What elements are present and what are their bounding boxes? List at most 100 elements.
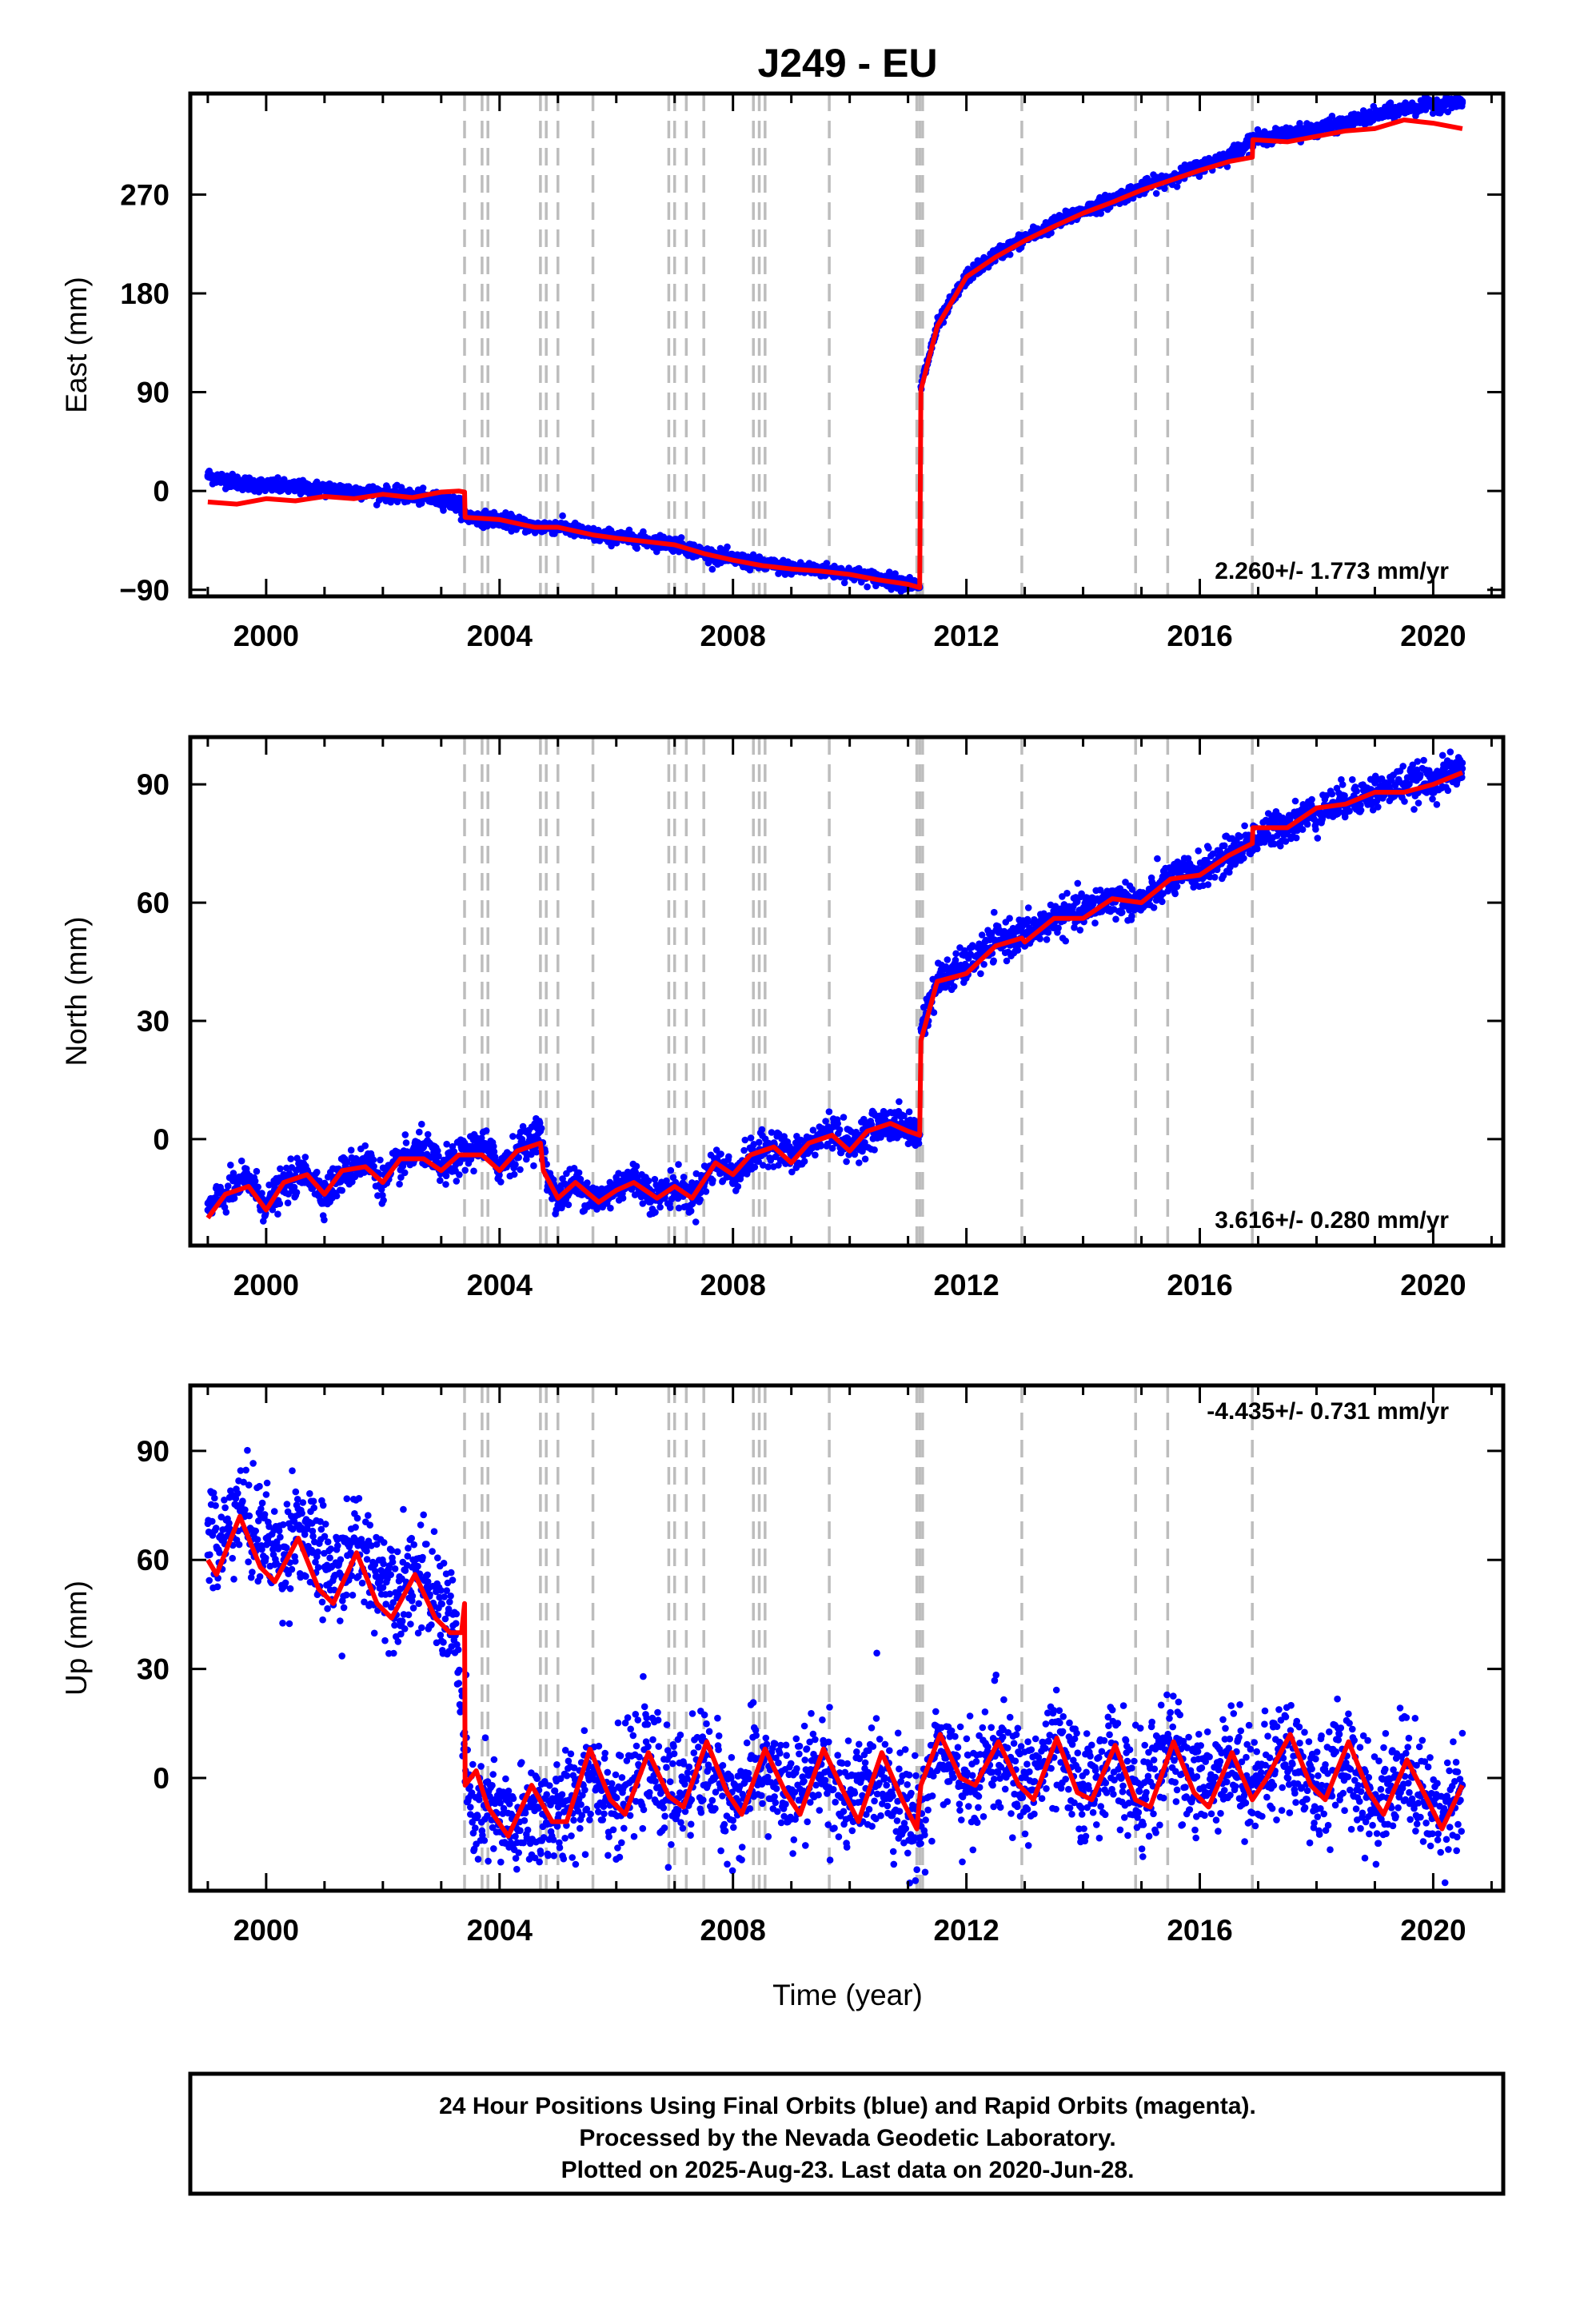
east-point bbox=[1153, 190, 1160, 197]
north-point bbox=[418, 1121, 425, 1128]
east-point bbox=[440, 507, 447, 514]
east-point bbox=[864, 584, 871, 591]
north-point bbox=[1128, 913, 1135, 920]
north-point bbox=[607, 1205, 614, 1212]
north-point bbox=[377, 1157, 384, 1164]
north-point bbox=[576, 1170, 583, 1177]
north-point bbox=[1119, 909, 1126, 916]
north-point bbox=[277, 1166, 284, 1173]
north-point bbox=[667, 1204, 674, 1211]
north-point bbox=[1024, 916, 1031, 923]
north-point bbox=[348, 1146, 355, 1154]
north-point bbox=[287, 1155, 294, 1162]
east-y-tick-label: −90 bbox=[119, 574, 170, 607]
north-point bbox=[692, 1218, 700, 1226]
north-point bbox=[688, 1208, 695, 1215]
north-point bbox=[1043, 936, 1051, 943]
north-point bbox=[1063, 890, 1071, 897]
north-data-points bbox=[205, 748, 1466, 1225]
north-point bbox=[703, 1188, 710, 1195]
north-point bbox=[1240, 855, 1247, 862]
east-point bbox=[205, 472, 212, 480]
north-point bbox=[497, 1178, 505, 1186]
east-x-tick-label: 2004 bbox=[467, 620, 533, 652]
north-point bbox=[530, 1162, 537, 1170]
north-point bbox=[252, 1178, 259, 1185]
east-point bbox=[1313, 126, 1320, 133]
north-point bbox=[801, 1158, 808, 1165]
east-point bbox=[1459, 98, 1466, 105]
north-point bbox=[856, 1159, 863, 1166]
east-point bbox=[724, 544, 731, 551]
north-point bbox=[253, 1168, 261, 1175]
north-point bbox=[453, 1178, 461, 1185]
east-point bbox=[438, 496, 445, 504]
north-point bbox=[396, 1181, 403, 1188]
north-point bbox=[1159, 899, 1166, 906]
north-point bbox=[812, 1152, 819, 1159]
north-point bbox=[361, 1142, 369, 1150]
north-point bbox=[675, 1161, 682, 1168]
north-point bbox=[285, 1199, 292, 1206]
east-point bbox=[321, 485, 329, 492]
north-point bbox=[862, 1156, 869, 1163]
north-point bbox=[584, 1179, 591, 1186]
north-point bbox=[759, 1126, 766, 1134]
north-point bbox=[509, 1133, 517, 1140]
north-point bbox=[1211, 874, 1219, 881]
north-point bbox=[338, 1187, 345, 1194]
north-point bbox=[512, 1161, 519, 1168]
east-y-tick-label: 180 bbox=[120, 277, 170, 310]
east-frame bbox=[190, 94, 1503, 596]
north-point bbox=[461, 1167, 469, 1174]
north-point bbox=[402, 1131, 409, 1138]
north-point bbox=[370, 1157, 377, 1164]
north-point bbox=[656, 1204, 664, 1211]
chart-title: J249 - EU bbox=[757, 41, 937, 86]
north-point bbox=[1241, 823, 1248, 830]
east-point bbox=[455, 500, 462, 508]
north-point bbox=[944, 956, 952, 963]
north-point bbox=[756, 1139, 763, 1146]
east-point bbox=[350, 488, 357, 495]
north-point bbox=[1077, 927, 1084, 934]
north-point bbox=[225, 1182, 232, 1190]
east-point bbox=[1401, 106, 1408, 113]
east-point bbox=[678, 534, 685, 541]
north-point bbox=[313, 1169, 321, 1176]
north-point bbox=[565, 1202, 573, 1209]
north-point bbox=[990, 958, 997, 965]
north-point bbox=[333, 1193, 341, 1200]
north-point bbox=[977, 971, 984, 978]
north-point bbox=[826, 1108, 833, 1115]
east-point bbox=[1284, 131, 1291, 138]
east-point bbox=[292, 484, 299, 492]
east-point bbox=[1226, 153, 1233, 160]
east-y-tick-label: 270 bbox=[120, 178, 170, 211]
east-point bbox=[233, 479, 241, 486]
north-point bbox=[1062, 938, 1069, 945]
north-point bbox=[680, 1174, 688, 1181]
north-point bbox=[725, 1154, 732, 1161]
north-point bbox=[1154, 855, 1161, 863]
north-point bbox=[1205, 881, 1212, 888]
north-plot-area bbox=[205, 737, 1466, 1246]
east-fit-line bbox=[208, 120, 1462, 588]
north-point bbox=[752, 1164, 759, 1171]
north-point bbox=[645, 1178, 652, 1185]
north-point bbox=[1036, 935, 1043, 943]
north-point bbox=[843, 1158, 850, 1166]
north-point bbox=[321, 1217, 328, 1224]
north-point bbox=[742, 1137, 749, 1144]
north-point bbox=[483, 1127, 490, 1134]
north-point bbox=[1091, 919, 1099, 927]
north-point bbox=[652, 1209, 659, 1216]
north-point bbox=[709, 1177, 716, 1184]
north-point bbox=[916, 1140, 923, 1147]
east-point bbox=[709, 566, 716, 573]
